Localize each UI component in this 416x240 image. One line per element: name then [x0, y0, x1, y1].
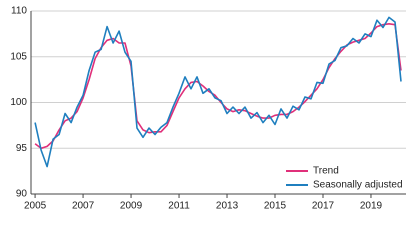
- series-line: [34, 23, 402, 150]
- x-tick-label: 2009: [120, 201, 143, 212]
- legend-label: Seasonally adjusted: [313, 180, 403, 191]
- y-tick-label: 95: [16, 143, 28, 154]
- x-tick-label: 2011: [168, 201, 190, 212]
- x-tick-label: 2017: [312, 201, 335, 212]
- chart: 90 95 100 105 110 2005 2007 2009 2011 2013 2015 201…: [10, 6, 406, 212]
- legend-label: Trend: [313, 166, 339, 177]
- x-tick-label: 2005: [24, 201, 47, 212]
- x-tick-label: 2007: [72, 201, 95, 212]
- x-tick-label: 2015: [264, 201, 287, 212]
- y-tick-label: 105: [10, 51, 27, 62]
- x-tick-label: 2019: [360, 201, 383, 212]
- y-tick-label: 110: [11, 6, 27, 17]
- y-tick-label: 100: [10, 97, 27, 108]
- y-tick-label: 90: [16, 189, 28, 200]
- series-line: [34, 16, 402, 168]
- x-tick-label: 2013: [216, 201, 239, 212]
